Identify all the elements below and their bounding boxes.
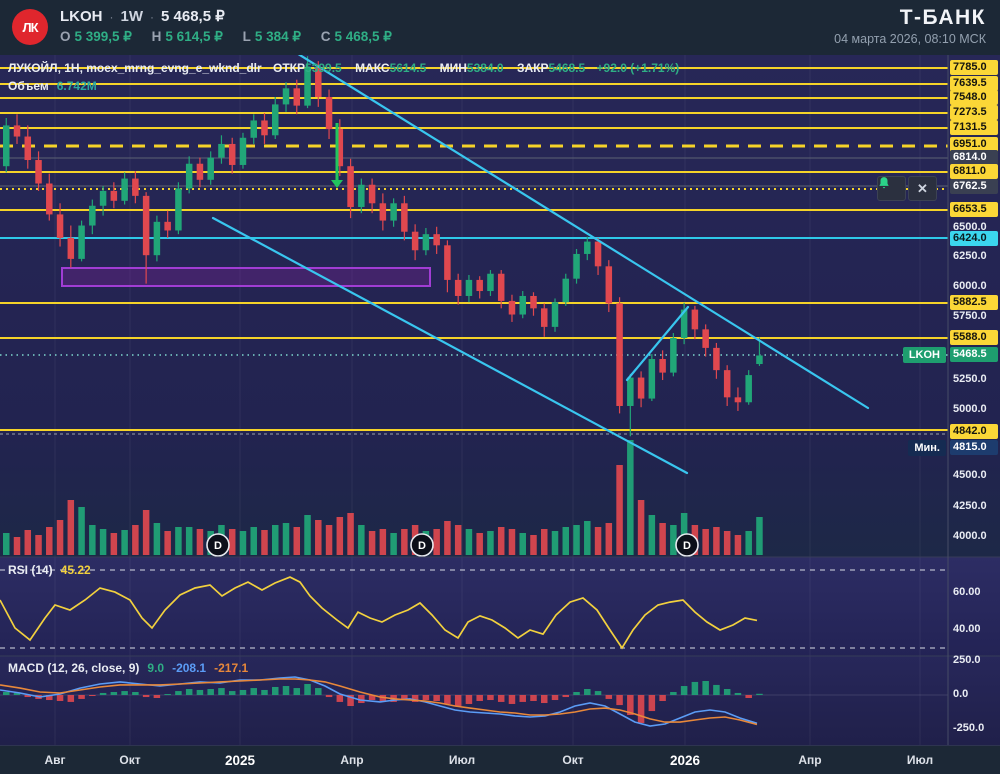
price-axis-label: 6000.0	[953, 280, 987, 292]
current-price-tag: LKOH	[902, 347, 946, 363]
price-axis-label: 4500.0	[953, 469, 987, 481]
indicator-axis-label: 40.00	[953, 623, 981, 635]
price-axis-label: 5250.0	[953, 373, 987, 385]
time-axis[interactable]: Авг Окт 2025 Апр Июл Окт 2026 Апр Июл	[0, 745, 1000, 774]
separator-dot: ·	[150, 10, 154, 24]
dividend-marker: D	[675, 533, 699, 557]
price-axis-label: 4815.0	[950, 440, 998, 455]
close-label: С	[320, 29, 331, 44]
dividend-marker: D	[410, 533, 434, 557]
price-axis-label: 5750.0	[953, 310, 987, 322]
volume-legend[interactable]: Объем 6.742М	[8, 79, 97, 93]
price-axis-label: 4000.0	[953, 530, 987, 542]
price-axis-label: 6653.5	[950, 202, 998, 217]
instrument-line: LKOH · 1W · 5 468,5 ₽	[60, 7, 225, 25]
bell-icon	[879, 177, 889, 189]
price-axis-label: 7273.5	[950, 105, 998, 120]
price-axis-label: 4842.0	[950, 424, 998, 439]
open-label: О	[60, 29, 71, 44]
price-axis-label: 6424.0	[950, 231, 998, 246]
volume-value: 6.742М	[56, 79, 97, 93]
time-axis-label: Июл	[448, 753, 476, 767]
rsi-legend[interactable]: RSI (14) 45.22	[8, 563, 91, 577]
tbank-logo: Т-БАНК	[899, 6, 986, 29]
price-axis-label: 6250.0	[953, 250, 987, 262]
macd-label: MACD (12, 26, close, 9)	[8, 661, 140, 675]
lukoil-logo: ЛК	[12, 9, 48, 45]
price-axis-label: 5000.0	[953, 403, 987, 415]
alert-bell-button[interactable]	[877, 176, 906, 201]
time-axis-label: Апр	[340, 753, 364, 767]
low-value: 5 384 ₽	[254, 29, 301, 44]
separator-dot: ·	[109, 10, 114, 24]
zone-rectangle	[61, 267, 431, 287]
rsi-label: RSI (14)	[8, 563, 53, 577]
timeframe[interactable]: 1W	[120, 8, 144, 25]
indicator-axis-label: -250.0	[953, 722, 985, 734]
volume-label: Объем	[8, 79, 49, 93]
price-axis[interactable]: 7785.0 7639.5 7548.0 7273.5 7131.5 6951.0 6814…	[948, 55, 1000, 745]
macd-legend[interactable]: MACD (12, 26, close, 9) 9.0 -208.1 -217.1	[8, 661, 248, 675]
open-value: 5 399,5 ₽	[74, 29, 132, 44]
svg-text:D: D	[214, 540, 222, 552]
rsi-line	[0, 576, 758, 650]
macd-signal-value: -217.1	[214, 661, 249, 675]
alert-line-tools: ✕	[877, 176, 937, 201]
candlesticks	[3, 56, 763, 437]
price-axis-label: 6951.0	[950, 137, 998, 152]
price-axis-label: 5882.5	[950, 295, 998, 310]
arrow-down-head	[331, 180, 343, 188]
price-axis-label: 7548.0	[950, 90, 998, 105]
macd-line-value: -208.1	[172, 661, 207, 675]
low-label: L	[242, 29, 251, 44]
main-pane	[0, 55, 1000, 557]
rsi-pane	[0, 557, 1000, 656]
svg-text:D: D	[418, 540, 426, 552]
close-icon: ✕	[917, 180, 928, 196]
last-price: 5 468,5 ₽	[161, 8, 225, 25]
price-axis-label: 7131.5	[950, 120, 998, 135]
price-axis-label: 6814.0	[950, 150, 998, 165]
indicator-axis-label: 0.0	[953, 688, 969, 700]
price-axis-label: 6762.5	[950, 179, 998, 194]
rsi-value: 45.22	[60, 563, 91, 577]
macd-hist-value: 9.0	[147, 661, 165, 675]
time-axis-label: 2025	[224, 753, 256, 768]
dividend-marker: D	[206, 533, 230, 557]
high-value: 5 614,5 ₽	[165, 29, 223, 44]
remove-line-button[interactable]: ✕	[908, 176, 937, 201]
price-axis-label: 7639.5	[950, 76, 998, 91]
price-axis-label: 6811.0	[950, 164, 998, 179]
price-axis-label: 4250.0	[953, 500, 987, 512]
time-axis-label: Авг	[44, 753, 66, 767]
indicator-axis-label: 60.00	[953, 586, 981, 598]
high-label: Н	[151, 29, 162, 44]
min-price-tag: Мин.	[908, 440, 946, 456]
macd-signal-line	[0, 678, 758, 726]
svg-text:D: D	[683, 540, 691, 552]
horizontal-levels	[0, 67, 948, 435]
ticker[interactable]: LKOH	[60, 8, 103, 25]
close-value: 5 468,5 ₽	[334, 29, 392, 44]
time-axis-label: Окт	[562, 753, 584, 767]
indicator-axis-label: 250.0	[953, 654, 981, 666]
time-axis-label: Окт	[119, 753, 141, 767]
price-axis-label: 6500.0	[953, 221, 987, 233]
price-axis-label: 7785.0	[950, 60, 998, 75]
datetime: 04 марта 2026, 08:10 МСК	[834, 32, 986, 46]
time-axis-label: Июл	[906, 753, 934, 767]
macd-histogram	[3, 680, 763, 724]
price-axis-label: 5588.0	[950, 330, 998, 345]
trendlines	[211, 55, 870, 475]
time-axis-label: Апр	[798, 753, 822, 767]
time-axis-label: 2026	[669, 753, 701, 768]
price-axis-label: 5468.5	[950, 347, 998, 362]
